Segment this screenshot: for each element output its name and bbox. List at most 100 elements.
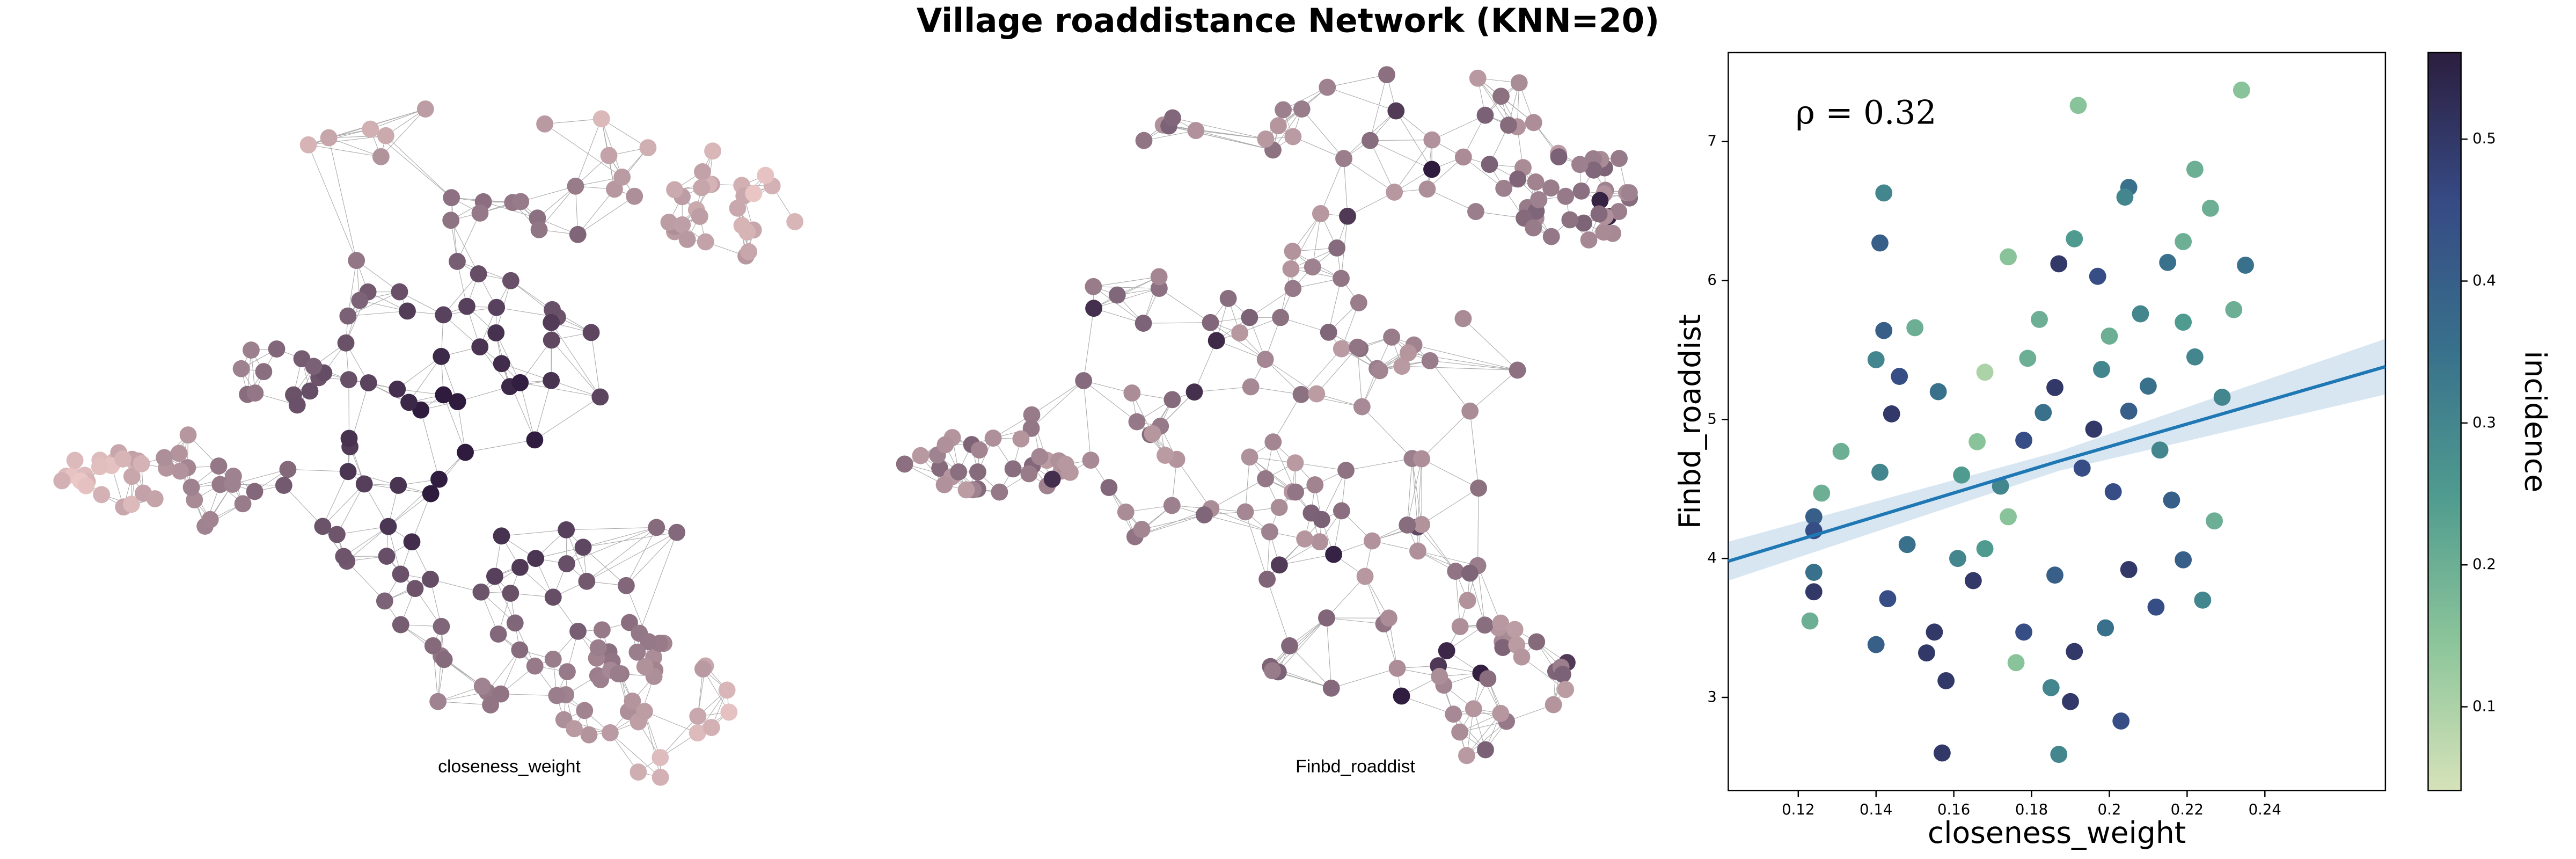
network-node: [1023, 406, 1041, 424]
network-edge: [583, 532, 677, 548]
network-node: [471, 204, 489, 222]
network-node: [1242, 378, 1260, 396]
x-tick-label: 0.12: [1782, 801, 1814, 818]
network-node: [314, 518, 332, 535]
network-node: [1393, 687, 1410, 705]
network-node: [511, 374, 529, 391]
network-node: [77, 477, 95, 494]
network-node: [1282, 260, 1300, 278]
network-node: [502, 585, 519, 602]
network-edge: [1176, 459, 1211, 509]
network-node: [348, 252, 365, 270]
network-node: [1085, 278, 1102, 295]
network-edge: [1163, 125, 1266, 140]
network-edge: [1345, 458, 1413, 471]
network-node: [1196, 506, 1213, 523]
network-node: [694, 163, 711, 180]
network-node: [896, 455, 913, 473]
network-node: [1356, 567, 1374, 585]
scatter-point: [1933, 744, 1951, 762]
network-node: [527, 550, 545, 567]
scatter-point: [1964, 572, 1982, 589]
network-node: [1591, 192, 1609, 209]
network-node: [1510, 74, 1528, 92]
network-node: [493, 355, 510, 373]
network-edge: [1083, 380, 1137, 422]
network-node: [1144, 425, 1161, 442]
scatter-point: [2073, 459, 2091, 477]
network-node: [429, 693, 447, 710]
network-node: [1495, 179, 1513, 197]
network-node: [617, 577, 635, 594]
network-node: [1550, 148, 1568, 166]
network-node: [433, 347, 450, 365]
network-edge: [1370, 140, 1395, 193]
network-node: [91, 458, 108, 476]
network-edge: [336, 484, 365, 535]
network-node: [1258, 570, 1276, 588]
network-edge: [1093, 288, 1160, 309]
network-node: [1304, 258, 1321, 276]
network-node: [636, 703, 653, 720]
network-node: [512, 193, 530, 210]
network-node: [243, 341, 260, 359]
x-tick-label: 0.2: [2098, 801, 2121, 818]
network-node: [936, 436, 954, 454]
network-node: [1135, 132, 1153, 149]
scatter-point: [1976, 540, 1994, 557]
network-node: [1477, 741, 1494, 759]
network-edge: [1270, 617, 1327, 667]
network-edge: [583, 547, 627, 586]
network-node: [492, 685, 510, 703]
network-node: [1256, 351, 1274, 368]
network-node: [1494, 639, 1512, 656]
network-node: [1335, 150, 1352, 168]
network-node: [403, 533, 421, 551]
network-edge: [591, 332, 601, 397]
network-node: [378, 548, 396, 565]
network-node: [1100, 479, 1118, 496]
network-node: [640, 633, 657, 651]
scatter-point: [2089, 267, 2106, 285]
network-node: [1187, 122, 1205, 140]
network-node: [639, 139, 657, 157]
network-node: [392, 565, 409, 583]
network-node: [1123, 384, 1141, 402]
network-node: [1031, 448, 1049, 465]
network-node: [1311, 533, 1328, 551]
network-node: [569, 622, 587, 640]
network-node: [1313, 511, 1330, 528]
network-node: [950, 463, 968, 481]
network-node: [1185, 383, 1203, 401]
network-edge: [566, 529, 587, 581]
network-edge: [626, 527, 657, 586]
network-node: [1135, 315, 1152, 332]
annotation: ρ = 0.32: [1796, 93, 1937, 132]
network-edge: [1327, 74, 1387, 88]
network-edge: [1168, 126, 1266, 140]
scatter-point: [1929, 383, 1947, 401]
network-edge: [577, 189, 615, 235]
network-node: [1371, 362, 1388, 380]
network-node: [1339, 207, 1356, 225]
network-node: [1476, 616, 1494, 634]
x-tick-label: 0.16: [1937, 801, 1970, 818]
network-node: [1231, 324, 1249, 341]
network-edge: [1395, 111, 1432, 170]
network-node: [613, 168, 631, 186]
network-edge: [1194, 340, 1217, 392]
scatter-point: [1805, 508, 1823, 526]
network-node: [1378, 66, 1395, 84]
network-edge: [1290, 213, 1321, 269]
y-axis-label: Finbd_roaddist: [1673, 314, 1707, 529]
network-node: [1286, 454, 1304, 472]
network-node: [351, 292, 369, 309]
network-node: [674, 216, 691, 234]
network-edge: [348, 310, 408, 317]
network-node: [301, 382, 319, 400]
network-node: [179, 426, 197, 444]
network-node: [718, 681, 736, 699]
network-edge: [1427, 188, 1476, 212]
network-edge: [1321, 470, 1346, 520]
network-node: [1328, 239, 1346, 257]
